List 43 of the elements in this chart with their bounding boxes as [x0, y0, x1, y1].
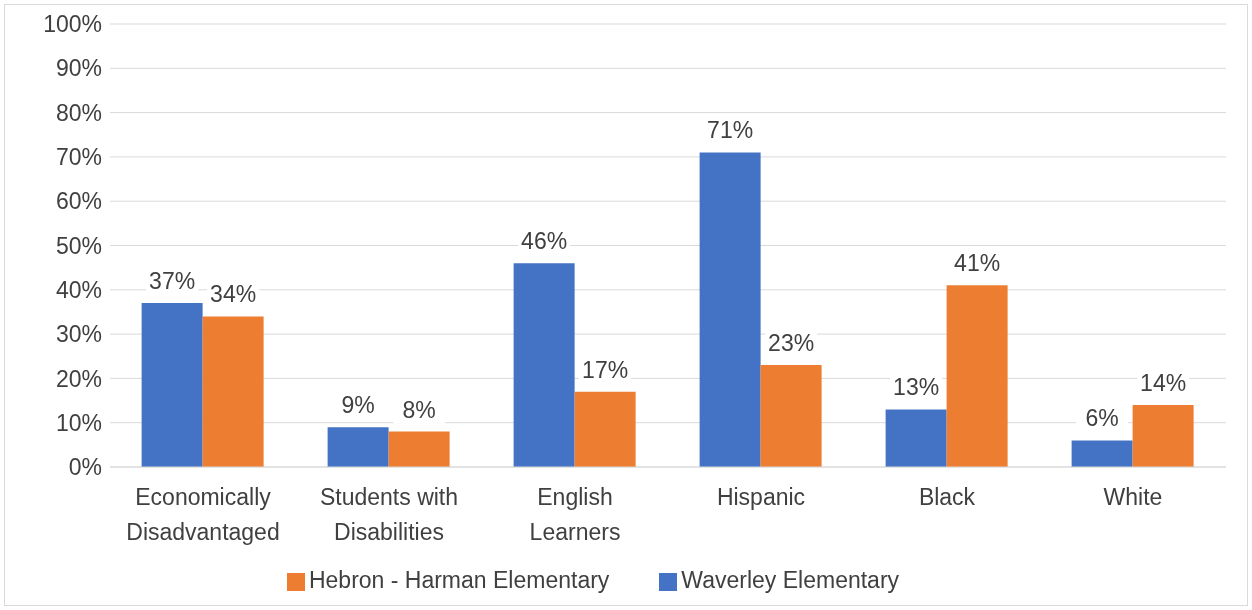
bar — [1132, 404, 1194, 467]
y-tick-label: 90% — [55, 55, 102, 82]
data-label: 9% — [341, 392, 375, 419]
bar — [327, 427, 389, 467]
y-tick-label: 30% — [55, 321, 102, 348]
bar — [699, 152, 761, 467]
y-tick-label: 100% — [43, 11, 102, 38]
x-tick-label: White — [1103, 484, 1163, 510]
data-label: 71% — [707, 117, 754, 144]
data-label: 6% — [1085, 405, 1119, 432]
x-tick-label: Economically Disadvantaged — [126, 484, 280, 545]
data-label: 37% — [149, 268, 196, 295]
y-tick-label: 70% — [55, 144, 102, 171]
x-tick-label: Hispanic — [716, 484, 806, 510]
bar — [574, 391, 636, 467]
data-label: 41% — [954, 250, 1001, 277]
bar — [141, 303, 203, 467]
bar — [202, 316, 264, 467]
bar — [388, 431, 450, 467]
x-tick-label: Black — [918, 484, 976, 510]
bar — [513, 263, 575, 467]
y-tick-label: 60% — [55, 188, 102, 215]
data-label: 14% — [1140, 369, 1187, 396]
data-label: 13% — [893, 374, 940, 401]
legend-label: Hebron - Harman Elementary — [308, 567, 610, 593]
legend-label: Waverley Elementary — [681, 567, 900, 593]
y-tick-label: 40% — [55, 276, 102, 303]
data-label: 17% — [582, 356, 629, 383]
x-tick-label: English Learners — [529, 484, 621, 545]
y-tick-label: 0% — [68, 454, 102, 481]
y-tick-label: 10% — [55, 409, 102, 436]
data-label: 23% — [768, 330, 815, 357]
x-tick-label: Students with Disabilities — [319, 484, 459, 545]
bar — [760, 365, 822, 467]
bar — [885, 409, 947, 467]
y-tick-label: 80% — [55, 99, 102, 126]
y-tick-label: 50% — [55, 232, 102, 259]
data-label: 46% — [521, 228, 568, 255]
data-label: 34% — [210, 281, 257, 308]
bar — [946, 285, 1008, 467]
y-tick-label: 20% — [55, 365, 102, 392]
data-label: 8% — [402, 396, 436, 423]
bar — [1071, 440, 1133, 467]
